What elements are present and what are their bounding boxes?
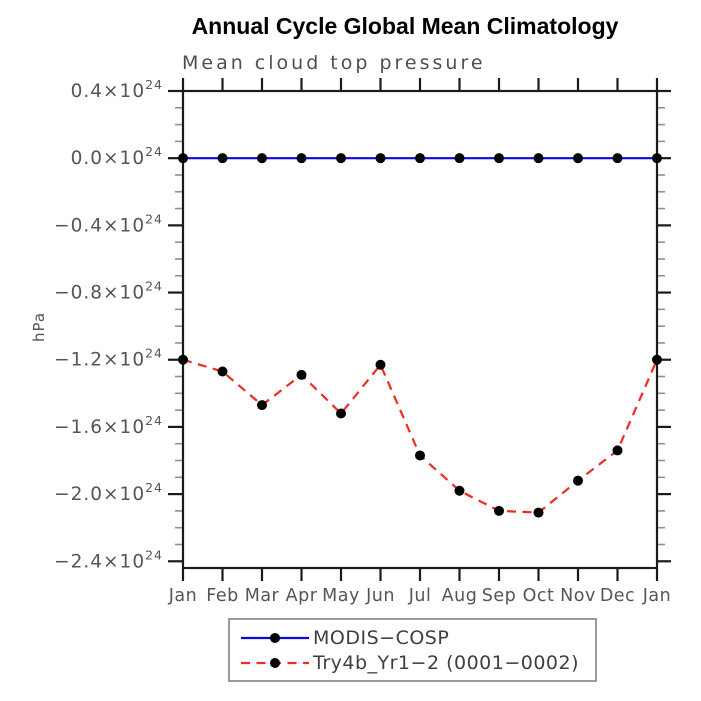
- x-tick-label: Feb: [206, 586, 238, 606]
- x-tick-label: Apr: [286, 586, 318, 606]
- legend: MODIS−COSP Try4b_Yr1−2 (0001−0002): [228, 618, 597, 682]
- x-tick-label: Jun: [365, 586, 395, 606]
- series-0: [178, 153, 662, 164]
- series-line: [182, 358, 659, 514]
- data-point-marker: [415, 153, 425, 164]
- data-point-marker: [494, 505, 504, 516]
- data-point-marker: [336, 408, 346, 419]
- data-point-marker: [533, 507, 544, 518]
- x-tick-label: Jan: [168, 586, 197, 606]
- legend-line-sample-solid: [241, 632, 309, 643]
- x-tick-labels: Jan Feb Mar Apr May Jun Jul Aug Sep Oct Nov Dec Jan: [168, 586, 671, 606]
- x-tick-label: Dec: [600, 586, 635, 606]
- legend-item-modis-cosp: MODIS−COSP: [240, 626, 595, 649]
- y-tick-label: −1.2×1024: [54, 346, 163, 371]
- data-point-marker: [652, 153, 662, 164]
- y-tick-label: −0.8×1024: [54, 279, 163, 304]
- y-tick-label: 0.0×1024: [71, 144, 163, 169]
- y-tick-label: −2.0×1024: [54, 480, 163, 505]
- y-tick-label: 0.4×1024: [71, 77, 163, 102]
- y-tick-label: −1.6×1024: [54, 413, 163, 438]
- data-point-marker: [612, 153, 623, 164]
- data-point-marker: [533, 153, 544, 164]
- data-point-marker: [454, 485, 465, 496]
- legend-label-modis-cosp: MODIS−COSP: [313, 626, 450, 649]
- data-point-marker: [296, 153, 307, 164]
- data-point-marker: [612, 445, 623, 456]
- data-point-marker: [652, 354, 662, 365]
- data-point-marker: [375, 153, 386, 164]
- data-point-marker: [217, 366, 228, 377]
- y-minor-ticks: [175, 106, 665, 546]
- x-tick-label: Mar: [245, 586, 280, 606]
- x-major-ticks: [181, 78, 659, 581]
- chart-subtitle: Mean cloud top pressure: [182, 52, 486, 74]
- legend-marker-dot: [270, 632, 280, 643]
- data-point-marker: [375, 359, 386, 370]
- data-point-marker: [257, 400, 267, 411]
- data-point-marker: [217, 153, 228, 164]
- legend-line-sample-dashed: [241, 657, 309, 668]
- data-point-marker: [573, 153, 583, 164]
- x-tick-label: Oct: [523, 586, 555, 606]
- data-point-marker: [336, 153, 346, 164]
- x-tick-label: Sep: [482, 586, 516, 606]
- x-tick-label: Jan: [642, 586, 671, 606]
- chart-title: Annual Cycle Global Mean Climatology: [191, 13, 619, 39]
- data-point-marker: [454, 153, 465, 164]
- data-point-marker: [494, 153, 504, 164]
- data-point-marker: [257, 153, 267, 164]
- x-tick-label: Aug: [442, 586, 478, 606]
- series-1: [178, 354, 662, 518]
- y-tick-label: −2.4×1024: [54, 547, 163, 572]
- data-point-marker: [415, 450, 425, 461]
- legend-label-try4b: Try4b_Yr1−2 (0001−0002): [313, 651, 580, 674]
- data-point-marker: [296, 369, 307, 380]
- x-tick-label: Nov: [560, 586, 596, 606]
- legend-marker-dot: [270, 657, 280, 668]
- y-tick-labels: 0.4×1024 0.0×1024 −0.4×1024 −0.8×1024 −1.2×1…: [54, 77, 163, 572]
- data-point-marker: [573, 475, 583, 486]
- legend-item-try4b: Try4b_Yr1−2 (0001−0002): [240, 651, 595, 674]
- data-point-marker: [178, 153, 188, 164]
- axes-frame: [181, 89, 659, 570]
- x-tick-label: May: [322, 586, 360, 606]
- data-point-marker: [178, 354, 188, 365]
- y-tick-label: −0.4×1024: [54, 211, 163, 236]
- x-tick-label: Jul: [408, 586, 432, 606]
